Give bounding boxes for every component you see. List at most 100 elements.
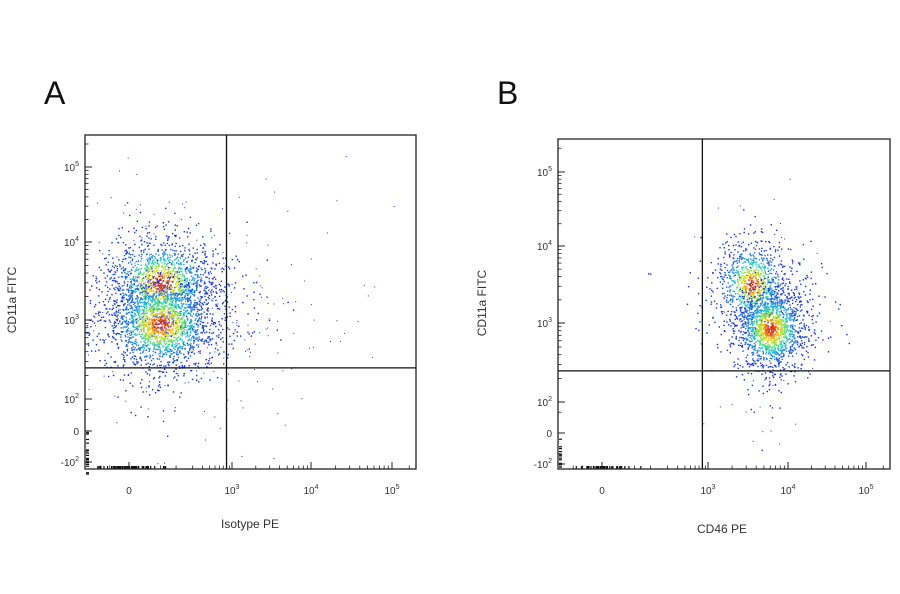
event-dot [750, 373, 753, 375]
event-dot [282, 297, 284, 299]
event-dot [267, 335, 269, 337]
event-dot [164, 266, 166, 269]
event-dot [190, 343, 192, 345]
event-dot [234, 282, 237, 284]
event-dot [139, 305, 141, 308]
event-dot [147, 303, 150, 305]
event-dot [196, 374, 198, 377]
event-dot [181, 284, 183, 287]
event-dot [105, 338, 107, 340]
event-dot [751, 277, 753, 280]
event-dot [174, 300, 176, 303]
event-dot [770, 299, 772, 301]
event-dot [196, 289, 198, 291]
event-dot [174, 259, 176, 261]
event-dot [213, 234, 215, 236]
event-dot [126, 276, 128, 278]
event-dot [171, 304, 173, 306]
event-dot [153, 292, 155, 294]
event-dot [136, 267, 138, 269]
event-dot [202, 325, 204, 327]
event-dot [195, 314, 197, 316]
event-dot [206, 341, 208, 343]
event-dot [162, 346, 164, 348]
event-dot [98, 349, 100, 351]
event-dot [752, 289, 754, 291]
event-dot [195, 329, 197, 331]
axis-rug-mark [86, 465, 89, 467]
event-dot [139, 302, 142, 304]
event-dot [763, 266, 765, 269]
event-dot [155, 307, 157, 310]
event-dot [134, 298, 137, 300]
event-dot [142, 344, 145, 346]
event-dot [746, 283, 748, 285]
event-dot [137, 320, 139, 322]
event-dot [220, 288, 223, 291]
event-dot [187, 306, 190, 308]
event-dot [141, 305, 143, 307]
event-dot [140, 386, 143, 389]
event-dot [188, 381, 190, 383]
event-dot [123, 299, 125, 301]
event-dot [136, 286, 138, 288]
event-dot [140, 324, 142, 327]
event-dot [751, 301, 753, 303]
event-dot [753, 292, 755, 294]
event-dot [128, 338, 130, 341]
event-dot [185, 336, 187, 338]
event-dot [183, 325, 186, 327]
event-dot [172, 320, 175, 322]
event-dot [740, 309, 742, 311]
event-dot [757, 264, 760, 266]
event-dot [310, 258, 312, 260]
event-dot [148, 289, 150, 291]
event-dot [739, 255, 741, 258]
event-dot [133, 355, 135, 357]
event-dot [125, 293, 127, 296]
event-dot [282, 370, 284, 372]
event-dot [220, 284, 222, 287]
event-dot [132, 301, 135, 303]
event-dot [135, 208, 137, 210]
event-dot [174, 234, 176, 237]
event-dot [203, 260, 206, 262]
event-dot [198, 318, 200, 321]
event-dot [198, 292, 201, 294]
event-dot [144, 267, 146, 270]
event-dot [173, 371, 174, 372]
event-dot [157, 292, 159, 295]
event-dot [196, 281, 198, 283]
event-dot [193, 329, 195, 331]
event-dot [157, 317, 159, 319]
event-dot [149, 296, 151, 298]
event-dot [142, 350, 144, 353]
event-dot [207, 322, 209, 324]
event-dot [755, 291, 757, 293]
event-dot [200, 285, 202, 287]
event-dot [129, 298, 131, 300]
event-dot [737, 281, 739, 283]
event-dot [345, 156, 347, 157]
event-dot [184, 293, 187, 295]
event-dot [183, 313, 185, 315]
event-dot [755, 300, 757, 303]
event-dot [199, 350, 201, 352]
event-dot [134, 291, 136, 294]
event-dot [719, 271, 721, 274]
event-dot [162, 251, 165, 253]
event-dot [732, 261, 735, 264]
event-dot [187, 328, 189, 330]
event-dot [155, 348, 157, 350]
event-dot [180, 392, 182, 394]
event-dot [751, 261, 753, 263]
event-dot [179, 325, 181, 327]
event-dot [246, 242, 248, 244]
event-dot [189, 265, 192, 267]
event-dot [780, 350, 782, 352]
event-dot [173, 352, 176, 354]
event-dot [147, 327, 150, 330]
event-dot [215, 284, 217, 287]
event-dot [722, 243, 724, 246]
event-dot [175, 319, 177, 322]
